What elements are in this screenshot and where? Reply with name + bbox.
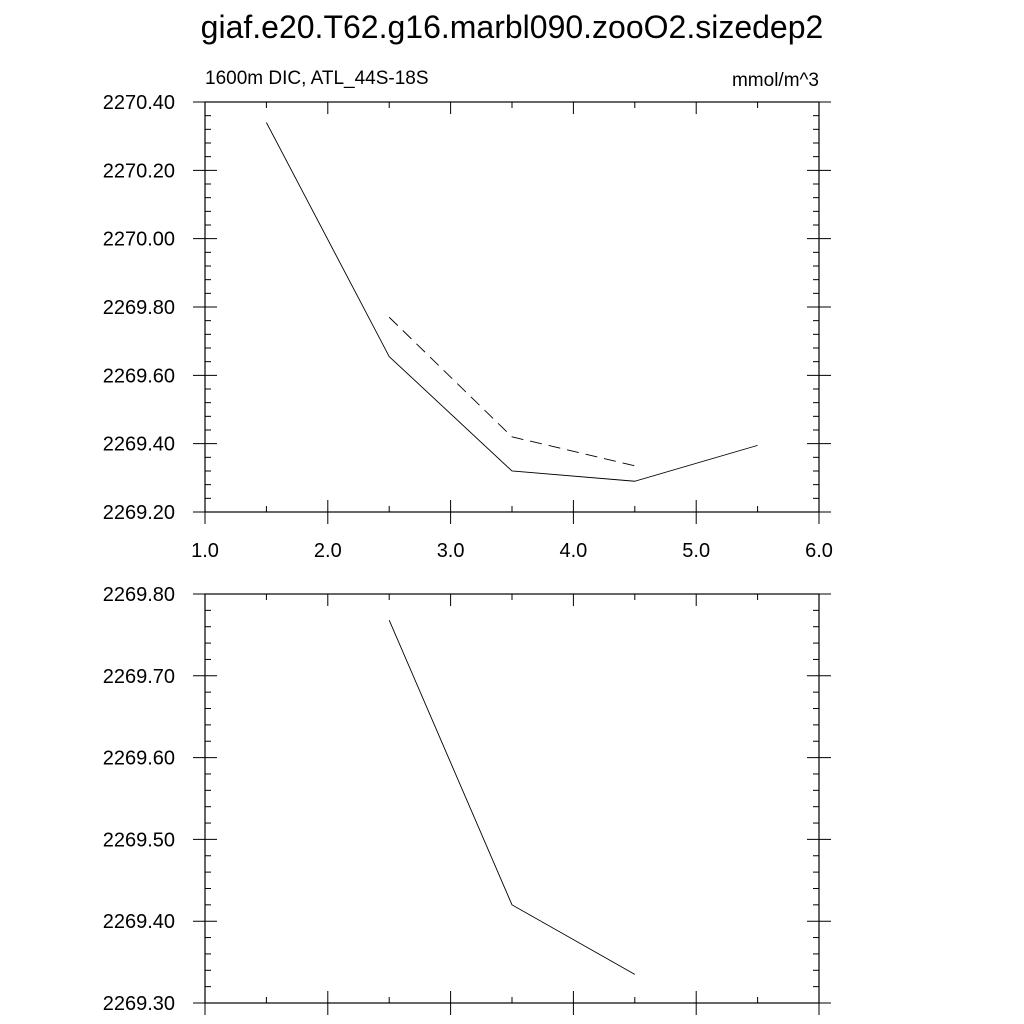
y-tick-label: 2270.00 [103, 229, 175, 251]
plot-frame [204, 101, 820, 513]
x-tick-label: 3.0 [437, 540, 465, 562]
x-tick-label: 1.0 [191, 540, 219, 562]
solid-series-line [388, 619, 636, 975]
y-tick-label: 2269.80 [103, 297, 175, 319]
y-tick-label: 2269.70 [103, 666, 175, 688]
x-tick-label: 6.0 [805, 540, 833, 562]
y-tick-label: 2269.60 [103, 748, 175, 770]
top-panel: 2269.20 2269.40 2269.60 2269.80 2270.00 2270.… [103, 68, 833, 562]
panel-right-string: mmol/m^3 [732, 70, 819, 91]
y-tick-label: 2269.40 [103, 911, 175, 933]
y-tick-label: 2269.80 [103, 584, 175, 606]
y-tick-label: 2269.60 [103, 365, 175, 387]
y-tick-label: 2269.50 [103, 829, 175, 851]
x-tick-label: 4.0 [559, 540, 587, 562]
y-tick-label: 2269.40 [103, 434, 175, 456]
y-tick-label: 2269.20 [103, 502, 175, 524]
bottom-panel: 2269.30 2269.40 2269.50 2269.60 2269.70 2269.… [103, 584, 831, 1015]
x-tick-label: 5.0 [682, 540, 710, 562]
dashed-series-line [388, 316, 635, 467]
y-tick-label: 2269.30 [103, 993, 175, 1015]
y-tick-label: 2270.20 [103, 160, 175, 182]
y-tick-label: 2270.40 [103, 92, 175, 114]
panel-left-string: 1600m DIC, ATL_44S-18S [205, 68, 429, 89]
solid-series-line [266, 122, 758, 482]
x-tick-label: 2.0 [314, 540, 342, 562]
plot-frame [204, 593, 820, 1004]
figure-title: giaf.e20.T62.g16.marbl090.zooO2.sizedep2 [201, 9, 824, 45]
